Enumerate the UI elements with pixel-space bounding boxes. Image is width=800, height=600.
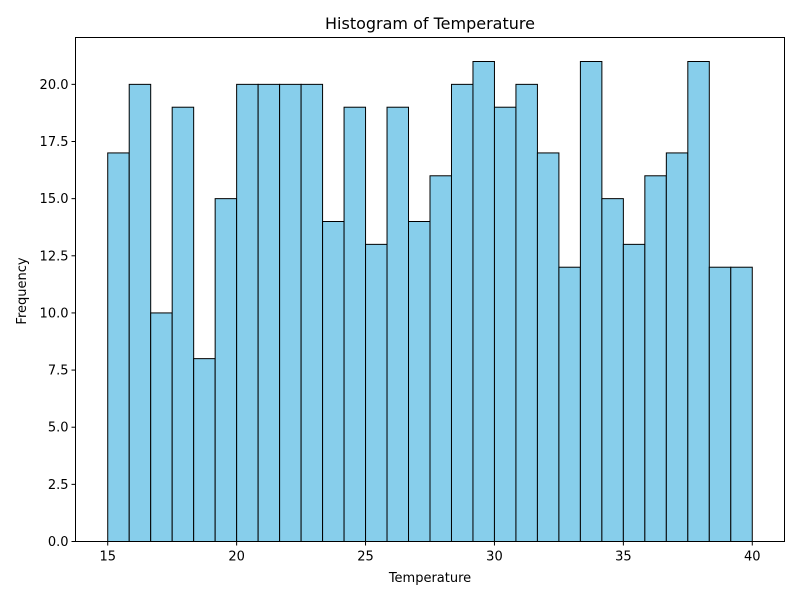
histogram-bar [300, 83, 324, 542]
histogram-bar [450, 83, 474, 542]
histogram-bar [472, 61, 495, 542]
histogram-bar [107, 152, 130, 543]
plot-frame [75, 37, 785, 542]
histogram-bar [322, 221, 345, 542]
y-tick-label: 20.0 [40, 78, 69, 93]
histogram-bar [622, 243, 646, 542]
histogram-bar [515, 83, 538, 542]
histogram-bar [644, 175, 667, 543]
y-tick-label: 15.0 [40, 192, 69, 207]
histogram-bar [279, 83, 302, 542]
bars-group [107, 61, 753, 543]
chart-title: Histogram of Temperature [325, 14, 535, 33]
x-tick-label: 35 [615, 550, 632, 565]
histogram-bar [214, 198, 238, 542]
histogram-bar [687, 61, 710, 542]
histogram-bar [128, 83, 152, 542]
x-tick-label: 30 [486, 550, 503, 565]
x-tick-label: 40 [744, 550, 761, 565]
histogram-bar [150, 312, 173, 542]
histogram-bar [579, 61, 603, 542]
y-tick-label: 17.5 [40, 135, 69, 150]
histogram-bar [343, 106, 367, 542]
y-tick-label: 12.5 [40, 249, 69, 264]
histogram-bar [429, 175, 452, 543]
histogram-bar [193, 358, 216, 542]
histogram-bar [708, 266, 732, 542]
histogram-bar [730, 266, 753, 542]
histogram-bar [558, 266, 581, 542]
histogram-bar [236, 83, 259, 542]
x-tick-label: 20 [228, 550, 245, 565]
histogram-bar [408, 221, 431, 542]
x-axis-label: Temperature [388, 571, 471, 586]
histogram-bar [601, 198, 624, 542]
y-tick-label: 0.0 [48, 535, 69, 550]
y-tick-label: 10.0 [40, 306, 69, 321]
y-axis-ticks: 0.0 2.5 5.0 7.5 10.0 12.5 15.0 17.5 20.0 [40, 78, 76, 550]
histogram-bar [386, 106, 410, 542]
histogram-bar [171, 106, 195, 542]
histogram-bar [493, 106, 517, 542]
y-tick-label: 7.5 [48, 364, 69, 379]
histogram-bar [665, 152, 689, 543]
x-tick-label: 25 [357, 550, 374, 565]
y-tick-label: 2.5 [48, 478, 69, 493]
x-tick-label: 15 [99, 550, 116, 565]
x-axis-ticks: 15 20 25 30 35 40 [99, 541, 761, 565]
histogram-bar [365, 243, 388, 542]
y-axis-label: Frequency [15, 257, 30, 324]
histogram-bar [257, 83, 281, 542]
histogram-bar [536, 152, 560, 543]
y-tick-label: 5.0 [48, 421, 69, 436]
